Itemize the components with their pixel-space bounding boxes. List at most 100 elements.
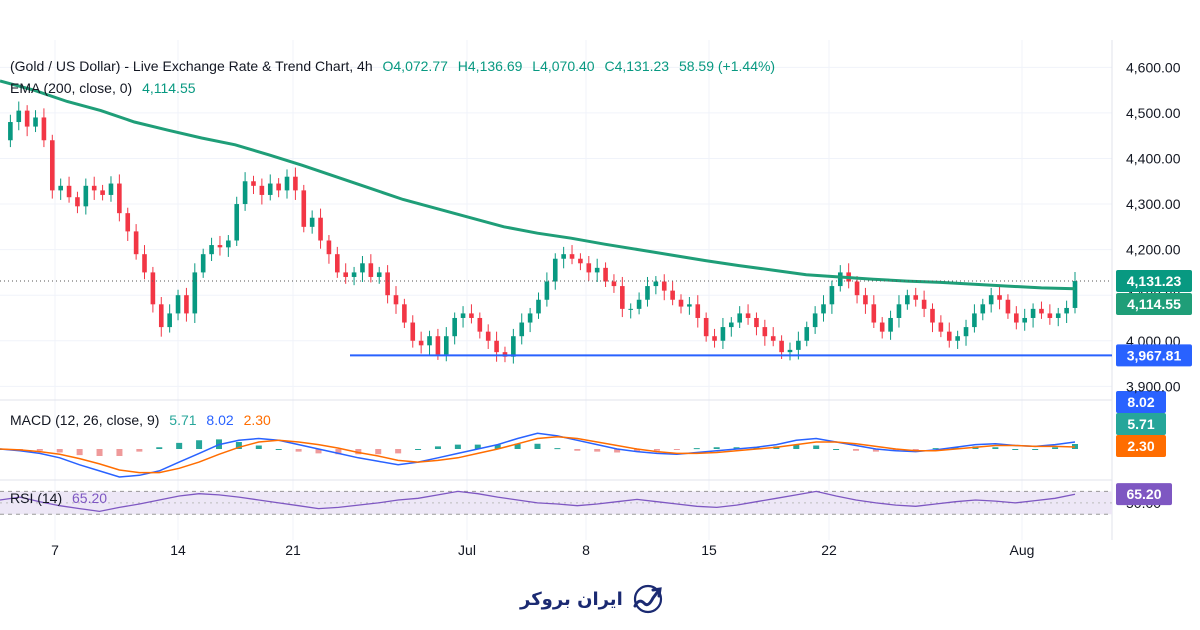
candle-body xyxy=(343,272,349,277)
macd-histogram-bar xyxy=(275,449,282,450)
candle-body xyxy=(8,122,13,141)
candle-body xyxy=(812,313,818,328)
macd-value: 8.02 xyxy=(206,412,234,428)
macd-histogram-bar xyxy=(514,443,521,449)
candle-body xyxy=(133,231,139,255)
macd-histogram-bar xyxy=(196,440,203,449)
candle-body xyxy=(494,340,499,353)
price-tags: 4,131.23 4,114.55 3,967.81 xyxy=(1116,269,1192,367)
candle-body xyxy=(200,254,206,273)
candle-body xyxy=(955,336,960,341)
macd-hist-value: 5.71 xyxy=(169,412,197,428)
rsi-legend: RSI (14) 65.20 xyxy=(10,490,113,506)
macd-histogram-bar xyxy=(992,447,999,449)
candle-body xyxy=(276,183,281,191)
candle-body xyxy=(75,197,80,207)
date-tick-label: 21 xyxy=(285,542,301,558)
candle-body xyxy=(963,327,969,337)
macd-histogram-bar xyxy=(136,449,143,452)
rsi-line xyxy=(0,490,1076,513)
candle-body xyxy=(703,317,709,337)
legend-low: L4,070.40 xyxy=(532,58,595,74)
brand-logo-text: ایران بروکر xyxy=(520,588,623,610)
legend-open: O4,072.77 xyxy=(382,58,448,74)
candle-body xyxy=(754,317,759,328)
candle-body xyxy=(158,304,164,328)
candle-body xyxy=(24,110,30,127)
date-tick-label: Jul xyxy=(458,542,476,558)
candle-body xyxy=(167,313,172,328)
candle-body xyxy=(100,190,105,195)
ema-200-line xyxy=(0,79,1076,291)
candle-body xyxy=(628,308,634,310)
support-price-tag: 3,967.81 xyxy=(1127,347,1182,363)
candle-body xyxy=(108,183,114,195)
candle-body xyxy=(1039,308,1044,314)
candle-body xyxy=(385,272,390,296)
ema-price-tag: 4,114.55 xyxy=(1127,296,1181,312)
macd-label: MACD (12, 26, close, 9) xyxy=(10,412,160,428)
candle-body xyxy=(594,267,600,273)
candle-body xyxy=(469,313,474,318)
macd-hist-tag: 5.71 xyxy=(1127,416,1154,432)
macd-value-tag: 8.02 xyxy=(1127,394,1154,410)
candle-body xyxy=(301,190,307,227)
rsi-pane: 50.0065.20 xyxy=(0,483,1172,515)
rsi-label: RSI (14) xyxy=(10,490,63,506)
candle-body xyxy=(636,299,642,309)
rsi-band xyxy=(0,491,1112,515)
price-tick-label: 4,200.00 xyxy=(1126,242,1181,258)
candle-body xyxy=(49,140,55,191)
candle-body xyxy=(410,322,416,341)
candle-body xyxy=(770,336,776,341)
candle-body xyxy=(544,281,550,300)
candle-body xyxy=(125,213,131,232)
candle-body xyxy=(871,304,877,323)
candle-body xyxy=(611,281,617,287)
candle-body xyxy=(653,281,659,287)
price-tick-label: 4,400.00 xyxy=(1126,150,1181,166)
candle-body xyxy=(620,286,625,309)
legend-high: H4,136.69 xyxy=(457,58,523,74)
candle-body xyxy=(485,331,491,341)
macd-histogram-bar xyxy=(853,449,860,451)
candle-body xyxy=(603,267,608,282)
candle-body xyxy=(569,254,575,259)
candle-body xyxy=(1030,308,1036,318)
date-tick-label: 15 xyxy=(701,542,717,558)
macd-histogram-bar xyxy=(892,449,899,451)
candle-body xyxy=(737,313,742,323)
macd-histogram-bar xyxy=(255,445,262,449)
candle-body xyxy=(930,308,935,323)
macd-histogram-bar xyxy=(1032,449,1039,450)
candle-body xyxy=(972,313,977,328)
candle-body xyxy=(284,176,290,191)
macd-histogram-bar xyxy=(96,449,103,456)
macd-histogram-bar xyxy=(952,447,959,449)
macd-histogram-bar xyxy=(753,447,760,449)
macd-histogram-bar xyxy=(614,449,621,453)
candle-body xyxy=(142,254,147,273)
macd-histogram-bar xyxy=(116,449,123,456)
date-tick-label: Aug xyxy=(1010,542,1035,558)
candle-body xyxy=(661,281,667,291)
candle-body xyxy=(217,245,223,248)
macd-histogram-bar xyxy=(833,449,840,450)
support-price-tag-bg xyxy=(1116,344,1192,367)
macd-histogram-bar xyxy=(1012,449,1019,450)
candle-body xyxy=(997,295,1002,300)
legend-close: C4,131.23 xyxy=(604,58,670,74)
candle-body xyxy=(318,217,323,241)
candle-body xyxy=(988,295,994,305)
candle-body xyxy=(1014,313,1019,323)
candle-body xyxy=(293,176,298,191)
candle-body xyxy=(1005,299,1011,314)
candle-body xyxy=(804,327,810,341)
price-tick-label: 4,300.00 xyxy=(1126,196,1181,212)
macd-histogram-bar xyxy=(355,449,362,455)
candle-body xyxy=(234,204,240,241)
date-tick-label: 7 xyxy=(51,542,59,558)
candle-body xyxy=(175,295,181,314)
macd-histogram-bar xyxy=(415,449,422,450)
